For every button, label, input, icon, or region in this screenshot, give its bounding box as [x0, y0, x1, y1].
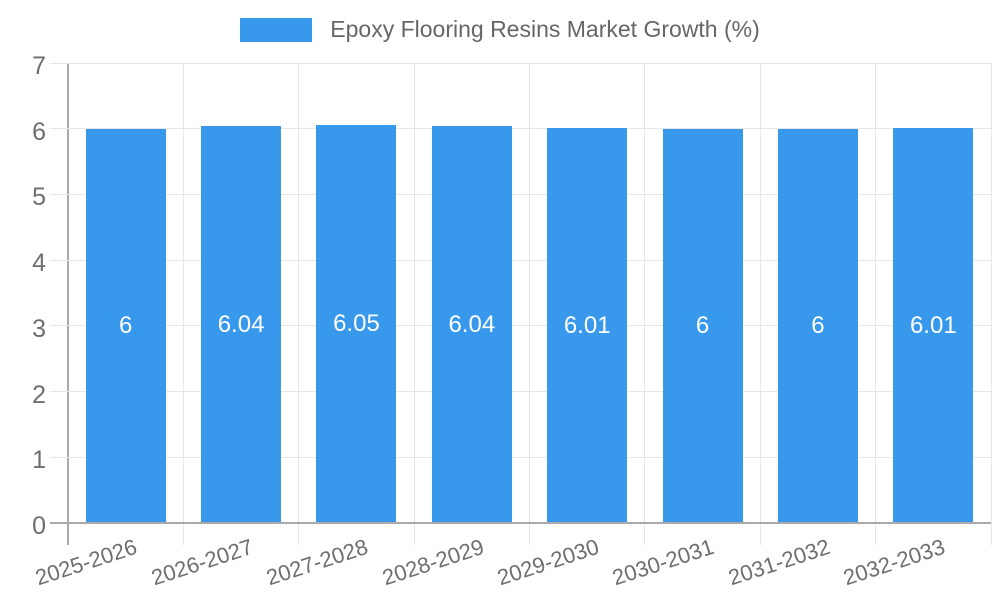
y-grid-line [50, 62, 991, 64]
y-tick-label: 6 [32, 117, 46, 146]
bar[interactable]: 6.04 [431, 126, 512, 523]
y-grid-line [50, 259, 991, 261]
x-grid-line [182, 63, 184, 545]
x-tick-label: 2031-2032 [724, 534, 833, 591]
y-tick-label: 5 [32, 183, 46, 212]
bar-value-label: 6.04 [217, 310, 265, 338]
x-grid-line [644, 63, 646, 545]
x-tick-label: 2028-2029 [378, 534, 487, 591]
bar[interactable]: 6 [662, 128, 743, 523]
bar-value-label: 6 [119, 311, 133, 339]
bar[interactable]: 6 [85, 128, 166, 523]
bar-value-label: 6.01 [563, 311, 611, 339]
bar-value-label: 6.04 [448, 310, 496, 338]
bar[interactable]: 6.04 [201, 126, 282, 523]
plot-area: 6 6.04 6.05 6.04 6.01 6 6 6.01 [50, 62, 992, 545]
x-grid-line [413, 63, 415, 545]
y-tick-label: 0 [32, 512, 46, 540]
legend[interactable]: Epoxy Flooring Resins Market Growth (%) [0, 16, 1000, 43]
y-axis-line [67, 63, 69, 545]
y-grid-line [50, 325, 991, 327]
x-grid-line [759, 63, 761, 545]
legend-swatch [240, 17, 313, 42]
x-grid-line [875, 63, 877, 545]
y-tick-label: 7 [32, 52, 46, 80]
y-grid-line [50, 128, 991, 130]
x-tick-label: 2030-2031 [609, 534, 718, 591]
y-tick-label: 1 [32, 446, 46, 475]
bar[interactable]: 6.01 [893, 128, 974, 523]
bar-value-label: 6.05 [333, 310, 380, 338]
x-tick-label: 2026-2027 [147, 534, 256, 591]
y-grid-line [50, 391, 991, 393]
x-tick-label: 2032-2033 [840, 534, 949, 591]
bar-value-label: 6 [811, 311, 825, 339]
bar[interactable]: 6 [777, 128, 858, 523]
x-grid-line [298, 63, 300, 545]
y-tick-label: 3 [32, 314, 46, 343]
x-axis-line [50, 522, 991, 524]
legend-label: Epoxy Flooring Resins Market Growth (%) [330, 16, 760, 42]
x-tick-label: 2029-2030 [494, 534, 602, 591]
y-grid-line [50, 456, 991, 458]
bar[interactable]: 6.05 [316, 125, 397, 523]
x-tick-label: 2027-2028 [263, 534, 372, 591]
x-grid-line [990, 63, 992, 545]
y-tick-label: 4 [32, 249, 46, 278]
x-tick-label: 2025-2026 [32, 534, 141, 591]
x-grid-line [529, 63, 530, 545]
bar-value-label: 6.01 [909, 311, 957, 339]
bar-value-label: 6 [695, 311, 710, 339]
bar[interactable]: 6.01 [547, 128, 628, 523]
y-grid-line [50, 193, 991, 195]
y-tick-label: 2 [32, 380, 46, 409]
